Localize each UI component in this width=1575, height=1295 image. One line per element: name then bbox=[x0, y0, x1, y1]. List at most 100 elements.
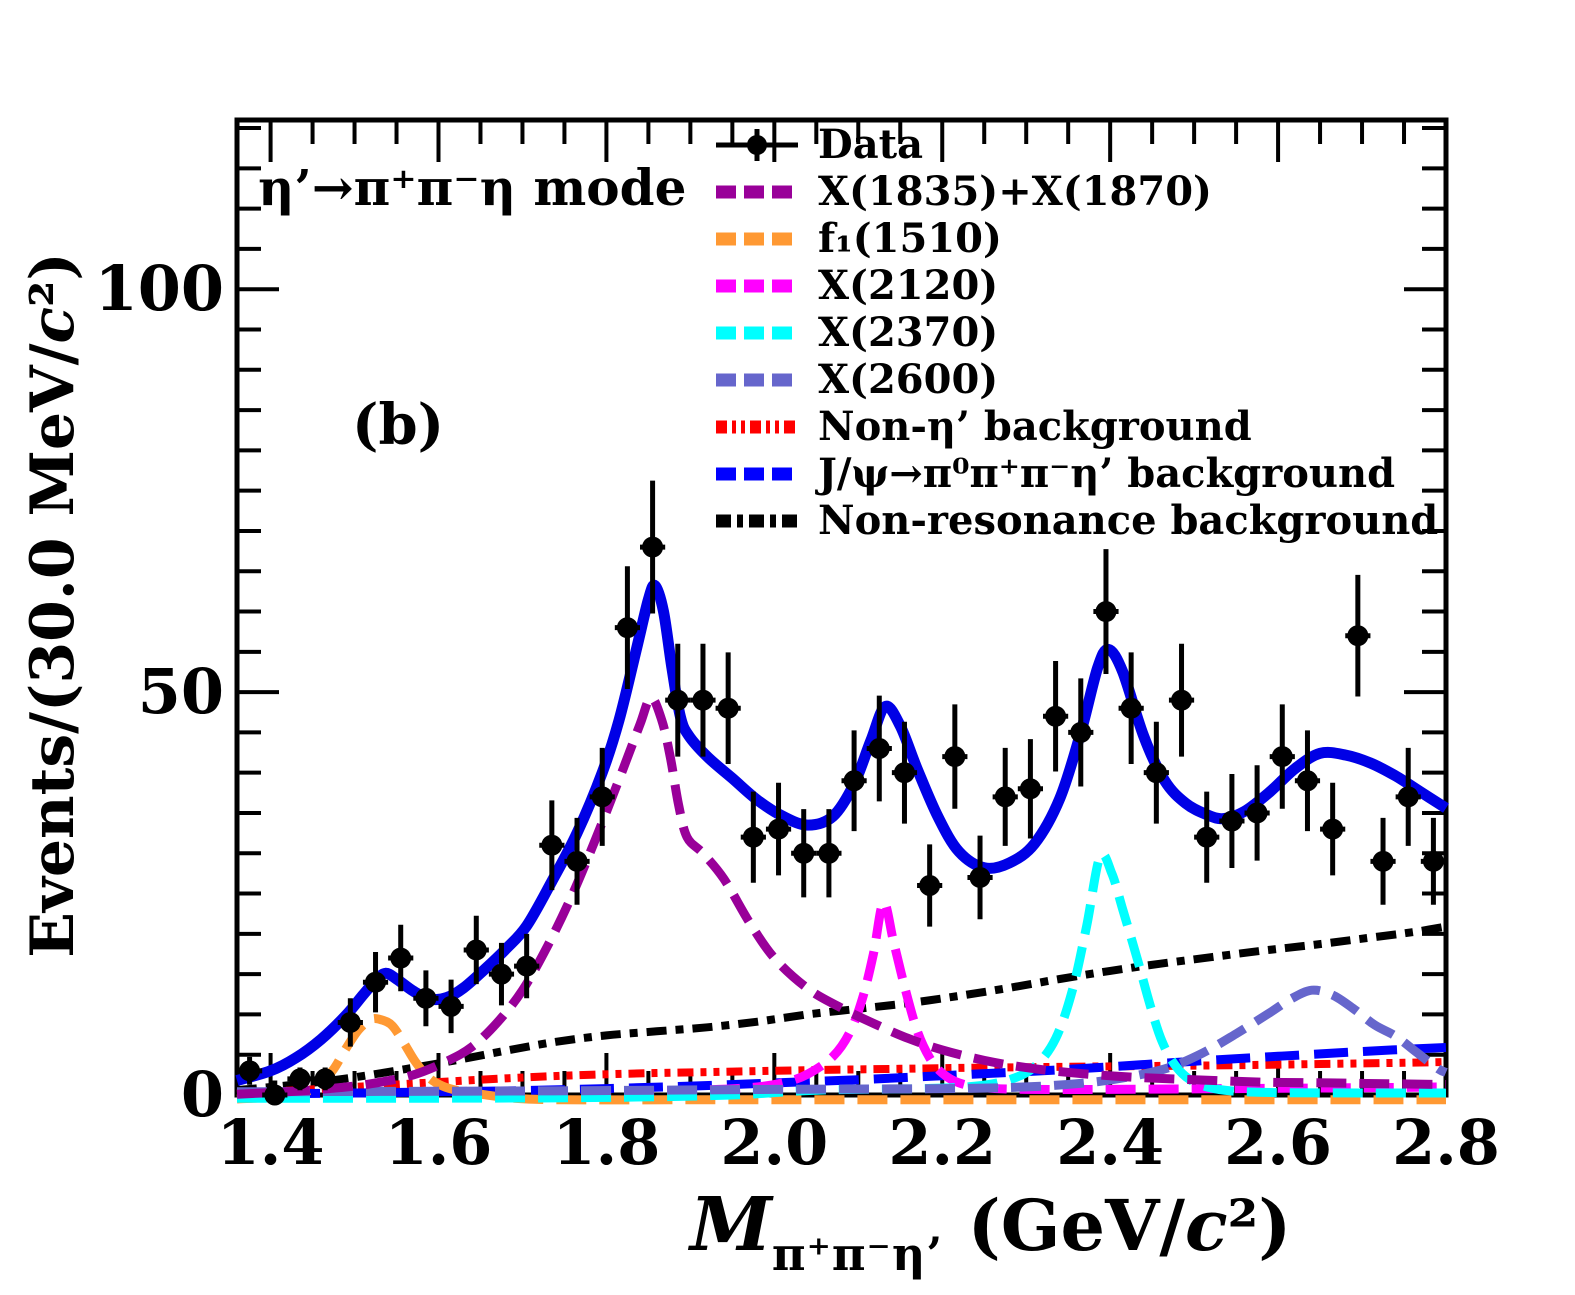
x-axis-title-subscript: π⁺π⁻η’ bbox=[771, 1227, 944, 1281]
legend-swatch-x1835-x1870-icon bbox=[716, 185, 798, 198]
data-point bbox=[1420, 817, 1446, 905]
legend-item-non-resonance-bg: Non-resonance background bbox=[716, 497, 1438, 544]
data-point bbox=[614, 566, 640, 690]
x-tick-label: 2.6 bbox=[1224, 1106, 1333, 1179]
data-point bbox=[1068, 678, 1094, 787]
data-point bbox=[1320, 782, 1346, 876]
decay-mode-annotation: η’→π⁺π⁻η mode bbox=[258, 158, 687, 217]
x-axis-title-unit-c: c bbox=[1184, 1184, 1228, 1267]
data-point bbox=[362, 952, 389, 1013]
curve-x2600 bbox=[236, 985, 1448, 1097]
data-point bbox=[539, 800, 565, 891]
data-point bbox=[438, 979, 464, 1034]
data-point bbox=[791, 809, 817, 898]
legend: Data X(1835)+X(1870) f₁(1510) X(2120) X(2370… bbox=[716, 121, 1438, 544]
legend-label-jpsi-bg: J/ψ→π⁰π⁺π⁻η’ background bbox=[818, 449, 1396, 497]
data-point bbox=[388, 924, 414, 992]
y-axis-title-text: Events/(30.0 MeV/ bbox=[18, 343, 88, 958]
x-axis-title: Mπ⁺π⁻η’ (GeV/c²) bbox=[690, 1182, 1291, 1281]
curve-f1-1510 bbox=[236, 1014, 1446, 1105]
x-tick-label: 2.8 bbox=[1392, 1106, 1500, 1179]
data-point bbox=[1294, 730, 1321, 832]
data-point bbox=[841, 730, 867, 832]
legend-item-x1835-x1870: X(1835)+X(1870) bbox=[716, 168, 1438, 215]
data-point bbox=[413, 970, 439, 1027]
legend-label-x1835-x1870: X(1835)+X(1870) bbox=[818, 167, 1212, 215]
data-point bbox=[564, 817, 590, 905]
y-tick-label: 0 bbox=[180, 1058, 224, 1131]
data-point bbox=[514, 933, 540, 999]
data-point bbox=[992, 747, 1018, 846]
y-axis-title: Events/(30.0 MeV/c²) bbox=[18, 130, 90, 1080]
y-tick-label: 100 bbox=[94, 252, 224, 326]
data-point bbox=[1017, 739, 1043, 839]
data-point bbox=[967, 835, 993, 920]
data-point bbox=[917, 844, 943, 927]
curve-x1835-x1870 bbox=[236, 693, 1447, 1099]
legend-label-f1-1510: f₁(1510) bbox=[818, 214, 1002, 262]
data-point bbox=[765, 782, 792, 876]
legend-label-x2600: X(2600) bbox=[818, 355, 999, 403]
legend-swatch-jpsi-bg-icon bbox=[716, 467, 798, 480]
legend-swatch-x2600-icon bbox=[716, 373, 798, 386]
data-point bbox=[237, 1056, 263, 1085]
legend-item-x2370: X(2370) bbox=[716, 309, 1438, 356]
panel-label: (b) bbox=[352, 392, 445, 458]
data-point bbox=[337, 998, 363, 1047]
legend-swatch-x2120-icon bbox=[716, 279, 798, 292]
legend-swatch-data-icon bbox=[716, 128, 798, 161]
data-points bbox=[237, 480, 1446, 1106]
legend-item-jpsi-bg: J/ψ→π⁰π⁺π⁻η’ background bbox=[716, 450, 1438, 497]
data-point bbox=[262, 1080, 288, 1106]
data-point bbox=[1143, 721, 1169, 824]
legend-item-non-etaprime-bg: Non-η’ background bbox=[716, 403, 1438, 450]
data-point bbox=[1219, 774, 1245, 869]
data-point bbox=[1043, 661, 1069, 772]
plot-frame bbox=[234, 117, 1449, 1098]
data-point bbox=[589, 747, 615, 846]
data-point bbox=[740, 791, 766, 883]
legend-item-f1-1510: f₁(1510) bbox=[716, 215, 1438, 262]
data-point bbox=[866, 695, 892, 802]
legend-label-non-resonance-bg: Non-resonance background bbox=[818, 496, 1439, 544]
x-tick-label: 1.6 bbox=[384, 1106, 493, 1179]
data-point bbox=[1093, 549, 1119, 674]
legend-label-x2120: X(2120) bbox=[818, 261, 999, 309]
data-point bbox=[1395, 747, 1421, 846]
data-point bbox=[816, 809, 842, 898]
curve-x2370 bbox=[236, 849, 1447, 1103]
y-tick-label: 50 bbox=[137, 655, 224, 729]
legend-swatch-non-resonance-bg-icon bbox=[716, 514, 798, 527]
legend-swatch-f1-1510-icon bbox=[716, 232, 798, 245]
data-point bbox=[690, 643, 716, 757]
legend-item-x2600: X(2600) bbox=[716, 356, 1438, 403]
legend-swatch-non-etaprime-bg-icon bbox=[716, 420, 798, 433]
data-point bbox=[715, 652, 741, 765]
legend-label-x2370: X(2370) bbox=[818, 308, 999, 356]
y-axis-title-close: ²) bbox=[18, 252, 88, 307]
x-axis-title-unit: (GeV/ bbox=[943, 1184, 1185, 1267]
y-axis-title-c: c bbox=[18, 306, 88, 344]
x-axis-title-unit-close: ²) bbox=[1227, 1184, 1292, 1267]
data-point bbox=[942, 704, 968, 809]
x-tick-label: 2.0 bbox=[720, 1106, 829, 1179]
data-point bbox=[287, 1067, 313, 1091]
data-point bbox=[891, 721, 918, 824]
data-point bbox=[463, 915, 489, 985]
x-tick-label: 2.4 bbox=[1056, 1106, 1165, 1179]
x-axis-title-symbol: M bbox=[690, 1182, 772, 1268]
x-tick-label: 1.8 bbox=[552, 1106, 661, 1179]
legend-item-data: Data bbox=[716, 121, 1438, 168]
data-point bbox=[1370, 817, 1396, 905]
data-point bbox=[1194, 791, 1220, 883]
legend-label-non-etaprime-bg: Non-η’ background bbox=[818, 402, 1252, 450]
data-point bbox=[488, 942, 515, 1006]
data-point bbox=[1168, 643, 1195, 757]
data-point bbox=[312, 1067, 338, 1091]
x-tick-label: 2.2 bbox=[888, 1106, 997, 1179]
legend-item-x2120: X(2120) bbox=[716, 262, 1438, 309]
data-point bbox=[1118, 652, 1144, 765]
data-point bbox=[1345, 574, 1371, 697]
